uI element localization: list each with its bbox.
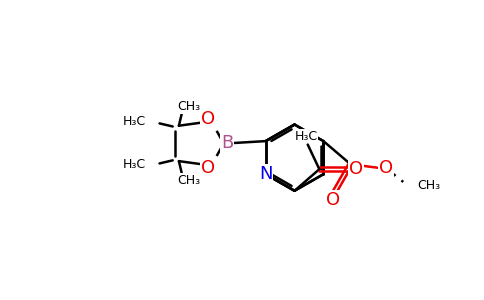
Text: CH₃: CH₃ bbox=[178, 100, 200, 113]
Text: CH₃: CH₃ bbox=[178, 174, 200, 187]
Text: H₃C: H₃C bbox=[122, 116, 146, 128]
Text: CH₃: CH₃ bbox=[417, 179, 440, 192]
Text: O: O bbox=[200, 159, 214, 177]
Text: O: O bbox=[348, 160, 363, 178]
Text: O: O bbox=[379, 159, 393, 177]
Text: H₃C: H₃C bbox=[122, 158, 146, 172]
Text: H₃C: H₃C bbox=[295, 130, 318, 142]
Text: B: B bbox=[221, 134, 233, 152]
Text: O: O bbox=[326, 190, 341, 208]
Text: O: O bbox=[200, 110, 214, 128]
Text: N: N bbox=[259, 165, 272, 183]
